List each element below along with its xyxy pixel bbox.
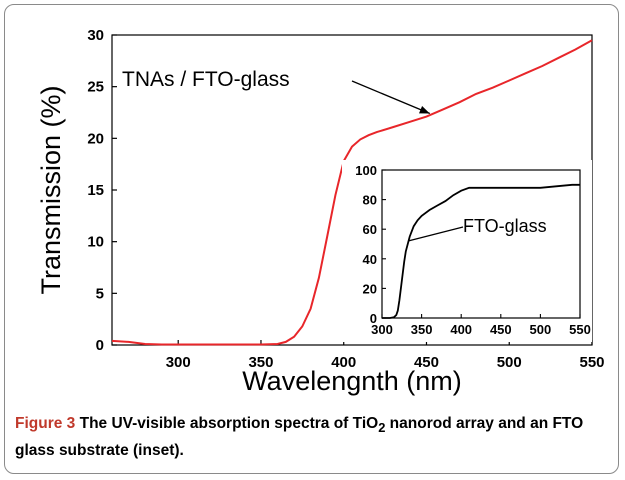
inset-y-tick-label: 0 — [370, 311, 377, 326]
inset-series-annotation: FTO-glass — [463, 216, 547, 236]
inset-chart: 300 350 400 450 500 550 0 20 40 60 80 100 FTO-glass — [342, 160, 592, 342]
inset-x-tick-label: 500 — [530, 322, 552, 337]
main-y-tick-label: 5 — [96, 285, 104, 302]
caption-text-start: The UV-visible absorption spectra of TiO — [75, 415, 379, 432]
main-x-tick-label: 400 — [331, 354, 356, 371]
main-y-tick-label: 0 — [96, 337, 104, 354]
inset-background — [342, 160, 592, 342]
main-annotation-arrowhead — [419, 106, 430, 114]
inset-x-tick-label: 450 — [490, 322, 512, 337]
main-series-annotation: TNAs / FTO-glass — [122, 68, 290, 91]
inset-y-tick-label: 60 — [363, 222, 377, 237]
inset-x-tick-label: 400 — [450, 322, 472, 337]
main-x-tick-label: 500 — [497, 354, 522, 371]
inset-x-tick-label: 350 — [411, 322, 433, 337]
figure-caption: Figure 3 The UV-visible absorption spect… — [15, 412, 605, 462]
inset-y-tick-label: 40 — [363, 252, 377, 267]
main-annotation-arrow — [351, 80, 431, 115]
inset-series-line — [382, 183, 580, 319]
inset-y-tick-label: 100 — [355, 163, 377, 178]
main-y-tick-label: 20 — [87, 130, 104, 147]
inset-x-tick-label: 550 — [569, 322, 591, 337]
main-x-tick-label: 350 — [248, 354, 273, 371]
main-x-tick-label: 300 — [166, 354, 191, 371]
main-x-axis-label: Wavelengnth (nm) — [242, 366, 462, 396]
inset-y-tick-label: 80 — [363, 193, 377, 208]
inset-x-tick-label: 300 — [371, 322, 393, 337]
main-y-tick-label: 25 — [87, 79, 104, 96]
main-x-tick-label: 450 — [414, 354, 439, 371]
caption-text-end: nanorod array and an FTO glass substrate… — [15, 415, 584, 460]
main-x-tick-label: 550 — [579, 354, 604, 371]
figure-label: Figure 3 — [15, 415, 76, 432]
inset-axis-ticks: 300 350 400 450 500 550 0 20 40 60 80 100 — [355, 163, 591, 337]
main-series-line — [111, 39, 593, 346]
main-y-tick-label: 10 — [87, 234, 104, 251]
main-y-tick-label: 30 — [87, 27, 104, 44]
inset-plot-area — [381, 169, 581, 319]
main-y-axis-label: Transmission (%) — [36, 85, 66, 294]
main-y-tick-label: 15 — [87, 182, 104, 199]
inset-annotation-arrow — [407, 226, 464, 242]
inset-y-tick-label: 20 — [363, 281, 377, 296]
caption-subscript: 2 — [378, 420, 386, 436]
